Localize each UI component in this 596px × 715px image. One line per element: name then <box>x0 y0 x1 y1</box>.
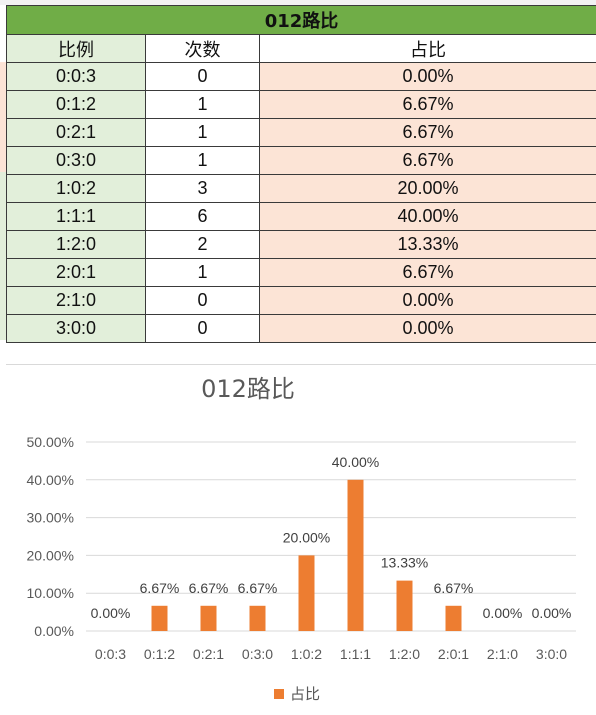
cell-ratio[interactable]: 1:1:1 <box>7 203 146 231</box>
x-tick-label: 1:0:2 <box>291 646 322 662</box>
bar[interactable] <box>250 606 266 631</box>
cell-pct[interactable]: 20.00% <box>260 175 596 203</box>
data-label: 6.67% <box>140 580 180 596</box>
data-label: 20.00% <box>283 529 330 545</box>
y-tick-label: 20.00% <box>27 547 74 563</box>
cell-pct[interactable]: 6.67% <box>260 259 596 287</box>
table-row: 2:0:1 1 6.67% <box>7 259 596 287</box>
x-tick-label: 3:0:0 <box>536 646 567 662</box>
x-tick-label: 2:0:1 <box>438 646 469 662</box>
table-row: 0:3:0 1 6.67% <box>7 147 596 175</box>
cell-ratio[interactable]: 2:0:1 <box>7 259 146 287</box>
cell-count[interactable]: 1 <box>146 119 260 147</box>
data-labels: 0.00% 6.67% 6.67% 6.67% 20.00% 40.00% 13.33% 6.… <box>91 454 572 621</box>
x-tick-label: 0:1:2 <box>144 646 175 662</box>
x-tick-label: 1:1:1 <box>340 646 371 662</box>
table-row: 1:1:1 6 40.00% <box>7 203 596 231</box>
bar[interactable] <box>446 606 462 631</box>
table-row: 1:0:2 3 20.00% <box>7 175 596 203</box>
data-label: 6.67% <box>238 580 278 596</box>
cell-pct[interactable]: 6.67% <box>260 119 596 147</box>
cell-ratio[interactable]: 0:2:1 <box>7 119 146 147</box>
gridlines <box>86 442 576 631</box>
cell-pct[interactable]: 0.00% <box>260 63 596 91</box>
y-tick-label: 0.00% <box>34 623 74 639</box>
cell-ratio[interactable]: 1:2:0 <box>7 231 146 259</box>
bar[interactable] <box>299 555 315 631</box>
cell-ratio[interactable]: 0:0:3 <box>7 63 146 91</box>
cell-count[interactable]: 2 <box>146 231 260 259</box>
cell-count[interactable]: 0 <box>146 315 260 343</box>
cell-pct[interactable]: 40.00% <box>260 203 596 231</box>
table-row: 0:2:1 1 6.67% <box>7 119 596 147</box>
x-tick-label: 0:3:0 <box>242 646 273 662</box>
header-count[interactable]: 次数 <box>146 35 260 63</box>
y-tick-label: 10.00% <box>27 585 74 601</box>
cell-pct[interactable]: 6.67% <box>260 147 596 175</box>
data-label: 40.00% <box>332 454 379 470</box>
header-pct[interactable]: 占比 <box>260 35 596 63</box>
bar[interactable] <box>152 606 168 631</box>
table-row: 0:1:2 1 6.67% <box>7 91 596 119</box>
data-label: 0.00% <box>91 605 131 621</box>
cell-count[interactable]: 1 <box>146 91 260 119</box>
table-row: 2:1:0 0 0.00% <box>7 287 596 315</box>
table-row: 0:0:3 0 0.00% <box>7 63 596 91</box>
data-label: 6.67% <box>434 580 474 596</box>
cell-ratio[interactable]: 3:0:0 <box>7 315 146 343</box>
cell-pct[interactable]: 0.00% <box>260 315 596 343</box>
bar[interactable] <box>201 606 217 631</box>
table-title[interactable]: 012路比 <box>7 6 596 35</box>
cell-count[interactable]: 6 <box>146 203 260 231</box>
cell-count[interactable]: 3 <box>146 175 260 203</box>
cell-ratio[interactable]: 0:3:0 <box>7 147 146 175</box>
data-label: 6.67% <box>189 580 229 596</box>
table-row: 3:0:0 0 0.00% <box>7 315 596 343</box>
y-tick-label: 40.00% <box>27 472 74 488</box>
cell-ratio[interactable]: 2:1:0 <box>7 287 146 315</box>
x-tick-label: 1:2:0 <box>389 646 420 662</box>
bar-chart[interactable]: 012路比 0.00% 10.00% 20.00% 30.00% 40.00% 50.00… <box>6 365 596 711</box>
cell-ratio[interactable]: 0:1:2 <box>7 91 146 119</box>
data-table: 012路比 比例 次数 占比 0:0:3 0 0.00% 0:1:2 1 6.6… <box>6 5 596 343</box>
table-header-row: 比例 次数 占比 <box>7 35 596 63</box>
x-tick-label: 0:2:1 <box>193 646 224 662</box>
data-label: 13.33% <box>381 555 428 571</box>
cell-pct[interactable]: 0.00% <box>260 287 596 315</box>
bar[interactable] <box>348 480 364 631</box>
chart-title[interactable]: 012路比 <box>201 375 295 403</box>
cell-ratio[interactable]: 1:0:2 <box>7 175 146 203</box>
table-row: 1:2:0 2 13.33% <box>7 231 596 259</box>
cell-pct[interactable]: 6.67% <box>260 91 596 119</box>
legend-label: 占比 <box>290 685 320 703</box>
cell-count[interactable]: 1 <box>146 147 260 175</box>
y-tick-label: 50.00% <box>27 434 74 450</box>
table-title-row: 012路比 <box>7 6 596 35</box>
cell-pct[interactable]: 13.33% <box>260 231 596 259</box>
legend-swatch <box>274 689 284 699</box>
x-axis-labels: 0:0:3 0:1:2 0:2:1 0:3:0 1:0:2 1:1:1 1:2:0 2:0:1… <box>95 646 567 662</box>
cell-count[interactable]: 1 <box>146 259 260 287</box>
chart-container[interactable]: 012路比 0.00% 10.00% 20.00% 30.00% 40.00% 50.00… <box>6 364 596 711</box>
data-label: 0.00% <box>532 605 572 621</box>
data-label: 0.00% <box>483 605 523 621</box>
y-tick-label: 30.00% <box>27 510 74 526</box>
legend[interactable]: 占比 <box>274 685 320 703</box>
bar[interactable] <box>397 581 413 631</box>
x-tick-label: 2:1:0 <box>487 646 518 662</box>
cell-count[interactable]: 0 <box>146 63 260 91</box>
y-axis-labels: 0.00% 10.00% 20.00% 30.00% 40.00% 50.00% <box>27 434 74 639</box>
cell-count[interactable]: 0 <box>146 287 260 315</box>
x-tick-label: 0:0:3 <box>95 646 126 662</box>
header-ratio[interactable]: 比例 <box>7 35 146 63</box>
